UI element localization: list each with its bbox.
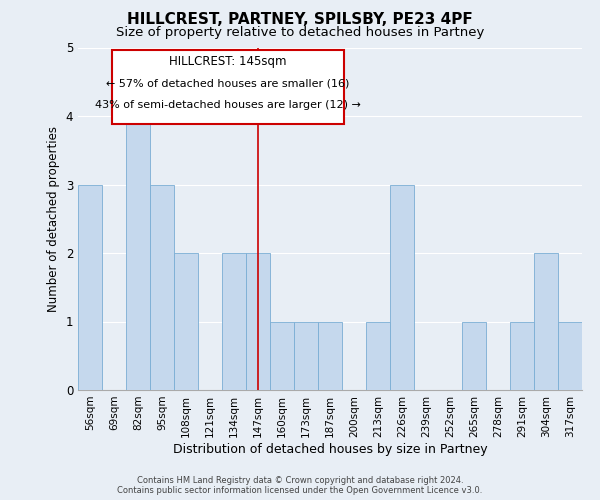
Bar	[126, 116, 150, 390]
Bar	[78, 184, 102, 390]
Bar	[366, 322, 390, 390]
Bar	[510, 322, 534, 390]
X-axis label: Distribution of detached houses by size in Partney: Distribution of detached houses by size …	[173, 442, 487, 456]
Bar	[270, 322, 294, 390]
Text: Contains HM Land Registry data © Crown copyright and database right 2024.
Contai: Contains HM Land Registry data © Crown c…	[118, 476, 482, 495]
Bar	[150, 184, 174, 390]
Bar	[558, 322, 582, 390]
Text: 43% of semi-detached houses are larger (12) →: 43% of semi-detached houses are larger (…	[95, 100, 361, 110]
Text: HILLCREST: 145sqm: HILLCREST: 145sqm	[169, 55, 287, 68]
Text: HILLCREST, PARTNEY, SPILSBY, PE23 4PF: HILLCREST, PARTNEY, SPILSBY, PE23 4PF	[127, 12, 473, 28]
Bar	[390, 184, 414, 390]
Y-axis label: Number of detached properties: Number of detached properties	[47, 126, 60, 312]
Bar	[222, 253, 246, 390]
Text: Size of property relative to detached houses in Partney: Size of property relative to detached ho…	[116, 26, 484, 39]
Text: ← 57% of detached houses are smaller (16): ← 57% of detached houses are smaller (16…	[106, 78, 350, 88]
Bar	[246, 253, 270, 390]
Bar	[462, 322, 486, 390]
Bar	[534, 253, 558, 390]
Bar	[318, 322, 342, 390]
Bar	[174, 253, 198, 390]
Bar	[294, 322, 318, 390]
FancyBboxPatch shape	[112, 50, 344, 124]
